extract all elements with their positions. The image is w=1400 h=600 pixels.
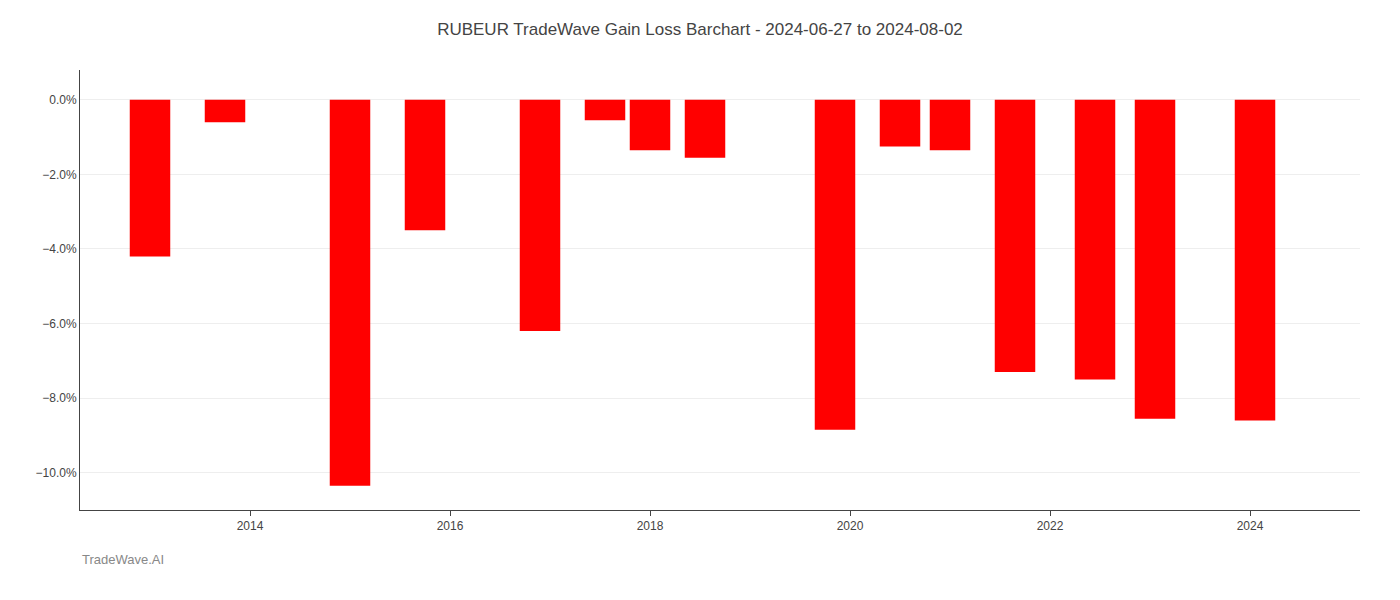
svg-text:TradeWave.AI: TradeWave.AI	[82, 552, 164, 567]
svg-text:2016: 2016	[437, 519, 464, 533]
svg-text:−8.0%: −8.0%	[42, 391, 77, 405]
svg-text:RUBEUR TradeWave Gain Loss Bar: RUBEUR TradeWave Gain Loss Barchart - 20…	[437, 20, 963, 39]
svg-text:2014: 2014	[237, 519, 264, 533]
svg-text:2022: 2022	[1037, 519, 1064, 533]
svg-text:−2.0%: −2.0%	[42, 168, 77, 182]
svg-text:2020: 2020	[837, 519, 864, 533]
svg-text:2018: 2018	[637, 519, 664, 533]
svg-text:2024: 2024	[1237, 519, 1264, 533]
svg-text:0.0%: 0.0%	[49, 93, 77, 107]
svg-text:−4.0%: −4.0%	[42, 242, 77, 256]
svg-text:−6.0%: −6.0%	[42, 317, 77, 331]
svg-text:−10.0%: −10.0%	[36, 466, 77, 480]
